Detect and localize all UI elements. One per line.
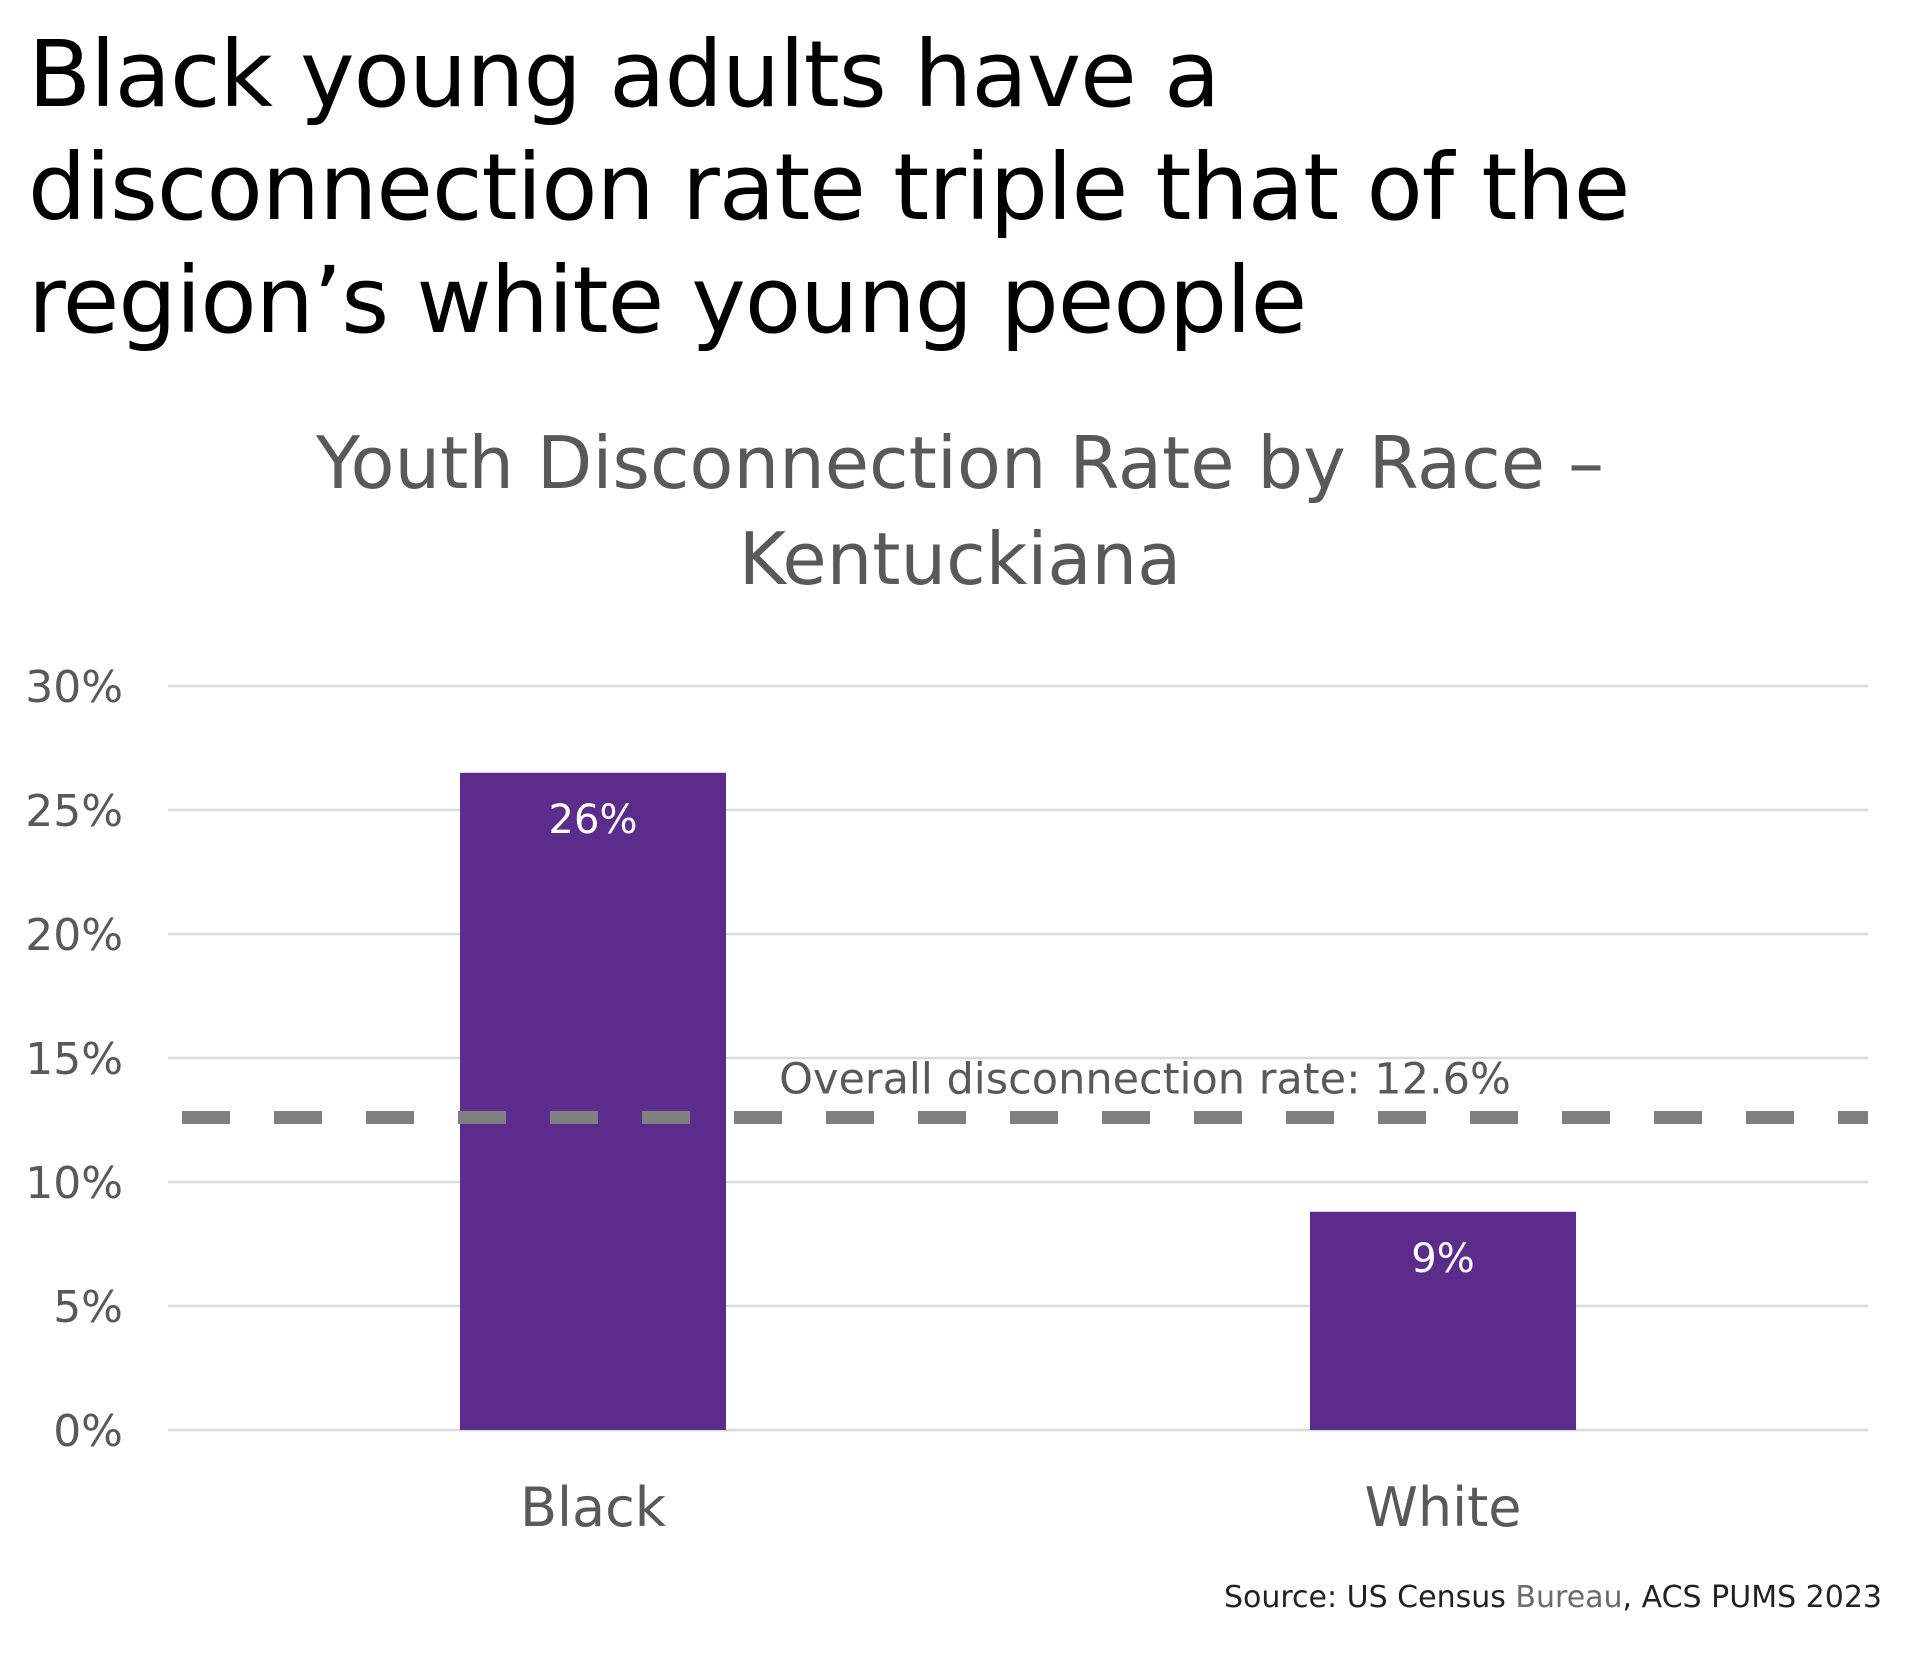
y-tick-label-20: 20% xyxy=(25,910,123,961)
source-note: Source: US Census Bureau, ACS PUMS 2023 xyxy=(1224,1580,1882,1615)
x-tick-label-black: Black xyxy=(520,1476,667,1539)
headline-line-3: region’s white young people xyxy=(28,247,1307,354)
source-muted: Bureau xyxy=(1515,1580,1623,1615)
chart-title-line-2: Kentuckiana xyxy=(739,517,1182,601)
y-tick-label-30: 30% xyxy=(25,662,123,713)
chart-title-line-1: Youth Disconnection Rate by Race – xyxy=(315,421,1604,505)
x-tick-label-white: White xyxy=(1364,1476,1521,1539)
headline: Black young adults have a disconnection … xyxy=(28,18,1908,357)
data-label-white: 9% xyxy=(1411,1236,1474,1282)
bar-black xyxy=(460,772,726,1430)
source-prefix: Source: US Census xyxy=(1223,1580,1516,1615)
headline-line-1: Black young adults have a xyxy=(28,21,1220,128)
reference-line-label: Overall disconnection rate: 12.6% xyxy=(779,1055,1511,1105)
y-tick-label-5: 5% xyxy=(53,1282,123,1333)
y-tick-label-25: 25% xyxy=(25,786,123,837)
y-tick-label-0: 0% xyxy=(53,1406,123,1457)
source-suffix: , ACS PUMS 2023 xyxy=(1622,1580,1882,1615)
y-tick-label-15: 15% xyxy=(25,1034,123,1085)
bar-chart: Youth Disconnection Rate by Race – Kentuc… xyxy=(25,421,1868,1539)
bar-white xyxy=(1310,1211,1576,1430)
headline-line-2: disconnection rate triple that of the xyxy=(28,134,1630,241)
data-label-black: 26% xyxy=(549,797,638,843)
y-tick-label-10: 10% xyxy=(25,1158,123,1209)
